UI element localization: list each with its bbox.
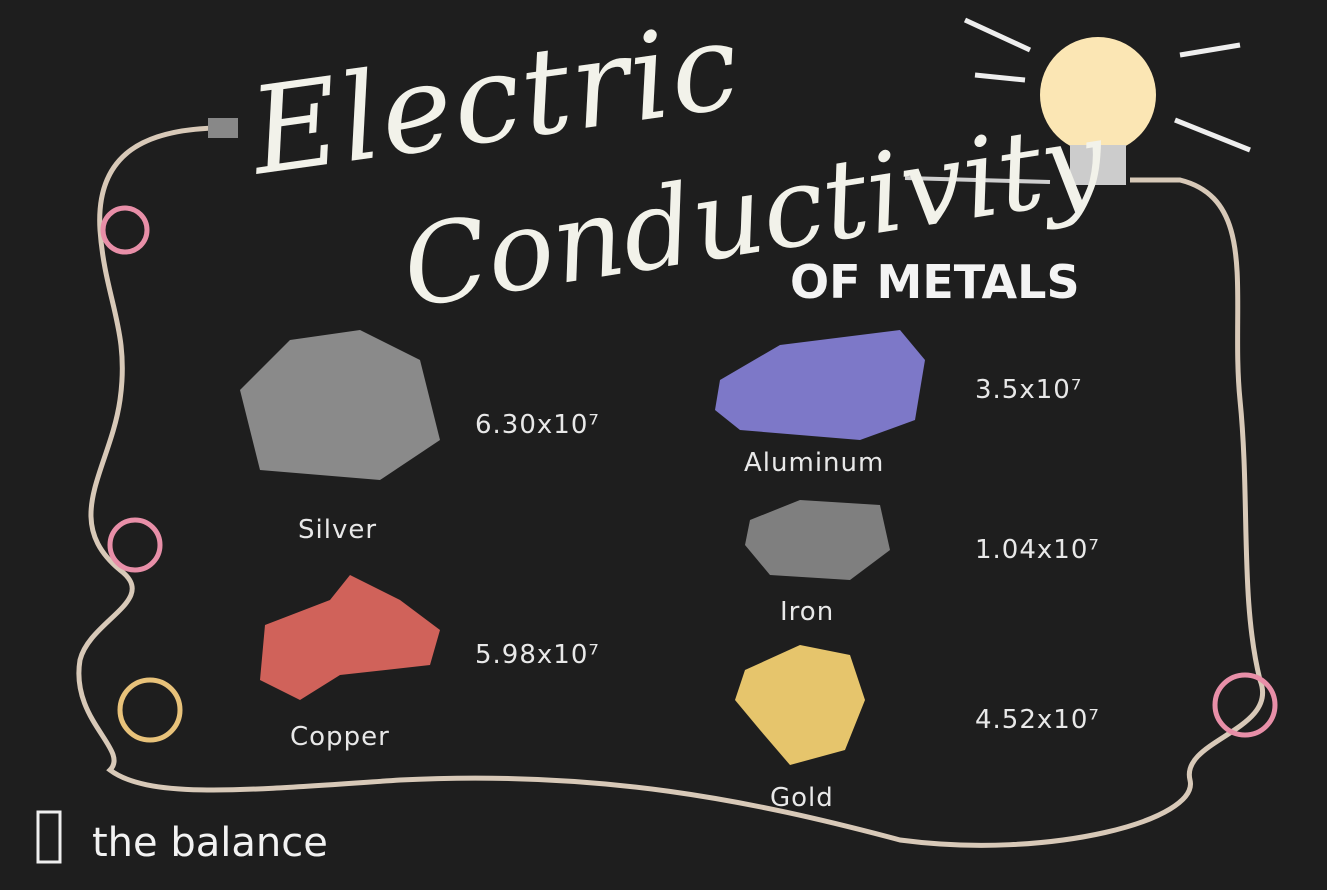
metal-name: Copper [290, 722, 390, 752]
metal-value: 4.52x10⁷ [975, 705, 1100, 735]
metal-name: Silver [298, 515, 377, 545]
metal-value: 5.98x10⁷ [475, 640, 600, 670]
infographic: Electric Conductivity OF METALS Silver 6… [0, 0, 1327, 890]
subtitle: OF METALS [790, 255, 1080, 309]
metal-value: 6.30x10⁷ [475, 410, 600, 440]
metal-value: 3.5x10⁷ [975, 375, 1082, 405]
metal-value: 1.04x10⁷ [975, 535, 1100, 565]
brand: the balance [92, 820, 328, 866]
metal-name: Gold [770, 783, 834, 813]
metal-name: Iron [780, 597, 834, 627]
plug [208, 118, 238, 138]
metal-name: Aluminum [744, 448, 884, 478]
